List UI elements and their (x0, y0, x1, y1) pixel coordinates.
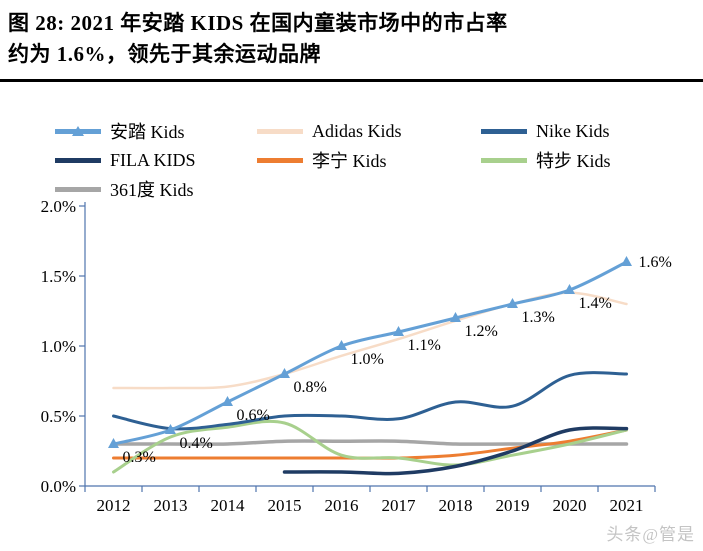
x-tick-label: 2017 (382, 496, 417, 515)
chart-legend: 安踏 Kids Adidas Kids Nike Kids FILA KIDS 李宁 K… (55, 118, 697, 202)
series-line-xtep (112, 419, 628, 474)
legend-swatch-xtep (481, 154, 527, 167)
legend-label-nike: Nike Kids (536, 120, 610, 141)
legend-label-anta: 安踏 Kids (110, 122, 185, 142)
legend-swatch-anta (55, 125, 101, 138)
legend-swatch-lining (257, 154, 303, 167)
x-tick-label: 2013 (154, 496, 188, 515)
series-marker-triangle (507, 298, 518, 308)
series-xtep (112, 419, 628, 474)
series-marker-triangle (222, 396, 233, 406)
x-tick-label: 2020 (553, 496, 587, 515)
x-tick-label: 2021 (610, 496, 644, 515)
legend-marker-triangle-icon (72, 125, 84, 136)
data-label: 1.2% (465, 323, 498, 340)
legend-item-du361: 361度 Kids (55, 176, 257, 202)
series-fila (282, 426, 629, 476)
data-label: 1.4% (579, 295, 612, 312)
x-tick-label: 2015 (268, 496, 302, 515)
series-marker-triangle (621, 256, 632, 266)
legend-label-fila: FILA KIDS (110, 149, 196, 170)
legend-item-lining: 李宁 Kids (257, 147, 481, 173)
series-marker-triangle (279, 368, 290, 378)
legend-item-xtep: 特步 Kids (481, 147, 697, 173)
series-nike (112, 371, 628, 431)
legend-label-du361: 361度 Kids (110, 180, 194, 200)
series-line-adidas (112, 291, 628, 390)
y-tick-label: 1.0% (41, 337, 76, 356)
legend-label-xtep: 特步 Kids (536, 151, 611, 171)
legend-item-nike: Nike Kids (481, 118, 697, 144)
legend-line (55, 186, 101, 192)
series-marker-triangle (564, 284, 575, 294)
legend-swatch-adidas (257, 125, 303, 138)
series-adidas (112, 291, 628, 390)
y-tick-label: 2.0% (41, 197, 76, 216)
chart-plot: 2.0% 1.5% 1.0% 0.5% 0.0% 2012 2013 2014 2015 2016… (41, 197, 672, 515)
legend-line (55, 157, 101, 163)
y-tick-label: 1.5% (41, 267, 76, 286)
series-marker-triangle (108, 438, 119, 448)
legend-swatch-nike (481, 125, 527, 138)
series-marker-triangle (450, 312, 461, 322)
series-line-anta (112, 260, 628, 446)
data-label: 0.4% (180, 435, 213, 452)
legend-line (257, 128, 303, 134)
series-marker-triangle (165, 424, 176, 434)
data-label: 1.1% (408, 337, 441, 354)
x-tick-label: 2016 (325, 496, 359, 515)
x-tick-label: 2018 (439, 496, 473, 515)
legend-swatch-fila (55, 154, 101, 167)
data-label: 1.6% (639, 254, 672, 271)
x-tick-label: 2014 (211, 496, 246, 515)
legend-line (481, 157, 527, 163)
legend-item-adidas: Adidas Kids (257, 118, 481, 144)
legend-line (257, 157, 303, 163)
series-marker-triangle (393, 326, 404, 336)
data-label: 0.6% (237, 407, 270, 424)
figure-title-line1: 图 28: 2021 年安踏 KIDS 在国内童装市场中的市占率 (8, 11, 508, 35)
figure-title-line2: 约为 1.6%，领先于其余运动品牌 (8, 42, 321, 66)
legend-swatch-du361 (55, 183, 101, 196)
legend-item-anta: 安踏 Kids (55, 118, 257, 144)
series-marker-triangle (336, 340, 347, 350)
y-tick-label: 0.0% (41, 477, 76, 496)
series-line-fila (282, 426, 629, 476)
legend-label-lining: 李宁 Kids (312, 151, 387, 171)
data-label: 1.0% (351, 351, 384, 368)
x-tick-label: 2012 (97, 496, 131, 515)
figure-title: 图 28: 2021 年安踏 KIDS 在国内童装市场中的市占率 约为 1.6%… (0, 0, 703, 82)
x-tick-label: 2019 (496, 496, 530, 515)
legend-line (481, 128, 527, 134)
y-tick-label: 0.5% (41, 407, 76, 426)
chart-axes: 2.0% 1.5% 1.0% 0.5% 0.0% 2012 2013 2014 2015 2016… (41, 197, 656, 515)
watermark: 头条@管是 (606, 525, 695, 544)
legend-label-adidas: Adidas Kids (312, 120, 402, 141)
legend-item-fila: FILA KIDS (55, 147, 257, 173)
data-label: 0.3% (123, 449, 156, 466)
data-label: 0.8% (294, 379, 327, 396)
series-anta: 0.3% 0.4% 0.6% 0.8% 1.0% 1.1% 1.2% 1.3% 1.4% 1.6% (108, 254, 672, 466)
data-label: 1.3% (522, 309, 555, 326)
series-line-nike (112, 371, 628, 431)
